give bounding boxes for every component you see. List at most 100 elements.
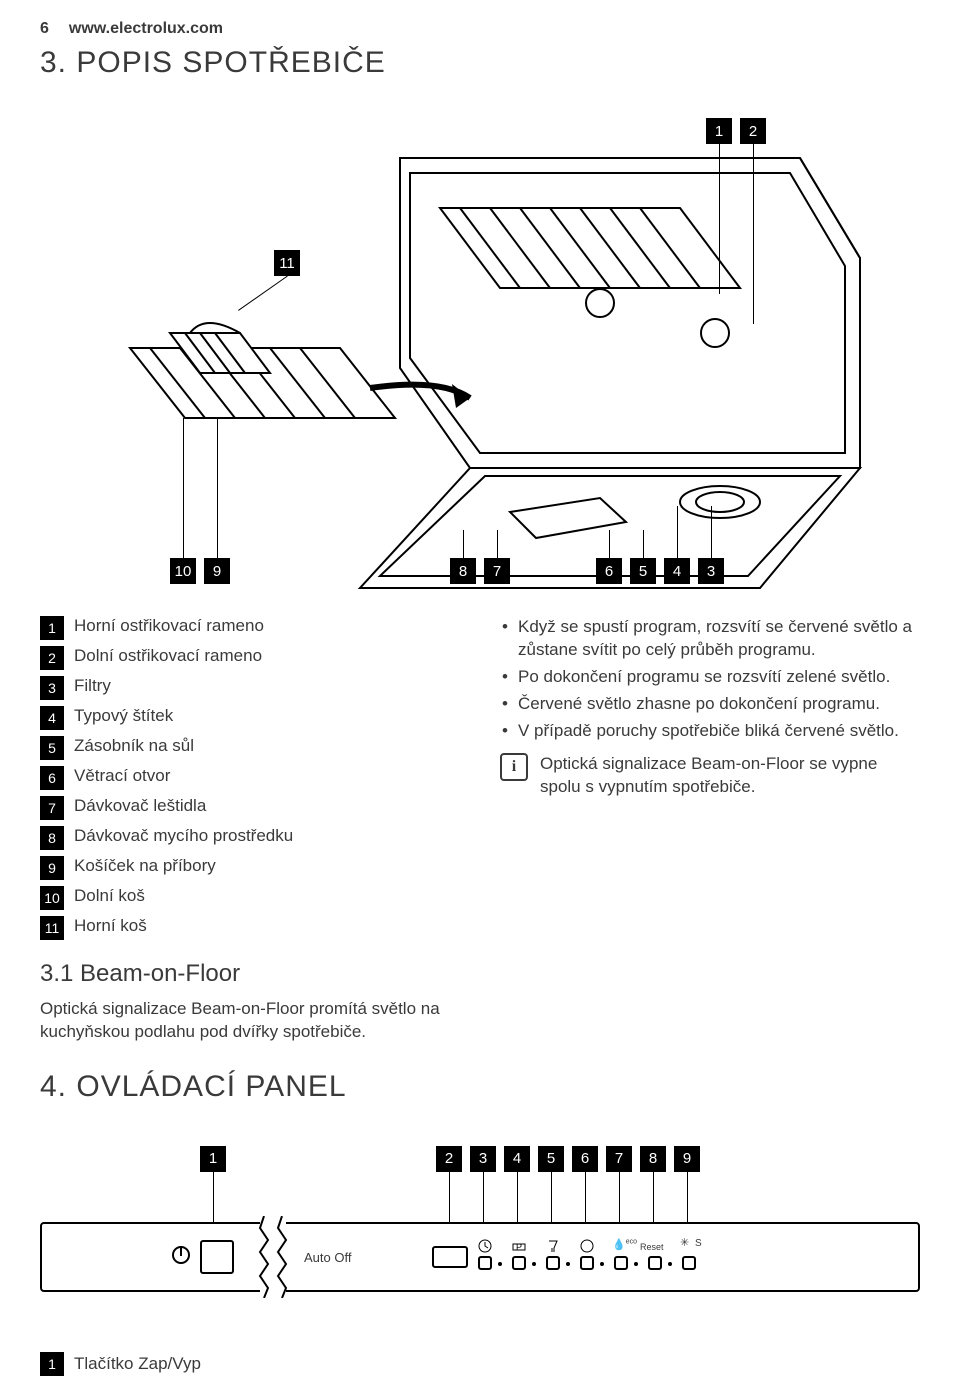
legend-num: 5: [40, 736, 64, 760]
callout-box: 9: [204, 558, 230, 584]
callout-num: 2: [445, 1150, 453, 1167]
info-note: i Optická signalizace Beam-on-Floor se v…: [500, 753, 920, 799]
clock-icon: [476, 1238, 494, 1254]
callout-num: 2: [749, 123, 757, 140]
callout-leader: [643, 530, 644, 558]
legend-item: 7Dávkovač leštidla: [40, 796, 460, 820]
program-button: [682, 1256, 696, 1270]
panel-callout: 8: [640, 1146, 666, 1172]
indicator-dot: [532, 1262, 536, 1266]
legend-column: 1Horní ostřikovací rameno 2 Dolní ostřiko…: [40, 616, 460, 1052]
callout-leader: [497, 530, 498, 558]
legend-label: Typový štítek: [74, 706, 173, 726]
legend-num: 6: [40, 766, 64, 790]
legend-num: 1: [40, 616, 64, 640]
legend-num: 2: [40, 646, 64, 670]
legend-item: 2 Dolní ostřikovací rameno: [40, 646, 460, 670]
program-button: [512, 1256, 526, 1270]
panel-callout: 4: [504, 1146, 530, 1172]
callout-num: 9: [683, 1150, 691, 1167]
callout-num: 5: [547, 1150, 555, 1167]
display-window: [432, 1246, 468, 1268]
legend-item: 8 Dávkovač mycího prostředku: [40, 826, 460, 850]
panel-callout: 5: [538, 1146, 564, 1172]
callout-leader: [753, 144, 754, 324]
section-3-columns: 1Horní ostřikovací rameno 2 Dolní ostřiko…: [40, 616, 920, 1052]
program-button: [546, 1256, 560, 1270]
svg-text:P: P: [516, 1242, 522, 1252]
callout-num: 6: [605, 563, 613, 580]
pots-icon: P: [510, 1238, 528, 1254]
program-button: [614, 1256, 628, 1270]
power-button: [200, 1240, 234, 1274]
auto-off-label: Auto Off: [304, 1250, 351, 1265]
program-button: [580, 1256, 594, 1270]
legend-item: 11Horní koš: [40, 916, 460, 940]
callout-box: 8: [450, 558, 476, 584]
callout-num: 7: [615, 1150, 623, 1167]
callout-num: 3: [707, 563, 715, 580]
callout-box: 10: [170, 558, 196, 584]
s-icon: S: [695, 1238, 702, 1249]
reset-label: Reset: [640, 1242, 664, 1252]
legend-num: 8: [40, 826, 64, 850]
indicator-dot: [634, 1262, 638, 1266]
panel-legend-item: 1 Tlačítko Zap/Vyp: [40, 1352, 920, 1376]
glass-icon: [544, 1238, 562, 1254]
callout-num: 8: [459, 563, 467, 580]
legend-num: 3: [40, 676, 64, 700]
legend-num: 10: [40, 886, 64, 910]
legend-label: Větrací otvor: [74, 766, 170, 786]
legend-label: Zásobník na sůl: [74, 736, 194, 756]
callout-box: 1: [706, 118, 732, 144]
section-3-title: 3. POPIS SPOTŘEBIČE: [40, 46, 920, 80]
legend-label: Dávkovač leštidla: [74, 796, 206, 816]
panel-callout: 1: [200, 1146, 226, 1172]
callout-box: 5: [630, 558, 656, 584]
legend-item: 1Horní ostřikovací rameno: [40, 616, 460, 640]
notes-column: Když se spustí program, rozsvítí se červ…: [500, 616, 920, 1052]
callout-leader: [183, 418, 184, 558]
dishwasher-lineart: [40, 98, 920, 598]
callout-leader: [217, 418, 218, 558]
callout-box: 6: [596, 558, 622, 584]
indicator-dot: [668, 1262, 672, 1266]
legend-num: 11: [40, 916, 64, 940]
appliance-diagram: 1 2 11 10 9 8 7 6 5 4 3: [40, 98, 920, 598]
bullet-item: Po dokončení programu se rozsvítí zelené…: [500, 666, 920, 689]
callout-num: 11: [279, 255, 295, 272]
subsection-31-text: Optická signalizace Beam-on-Floor promít…: [40, 998, 460, 1044]
callout-num: 4: [513, 1150, 521, 1167]
callout-box: 3: [698, 558, 724, 584]
page-number: 6: [40, 20, 49, 38]
legend-label: Filtry: [74, 676, 111, 696]
eco-label: eco: [626, 1238, 637, 1245]
callout-num: 1: [715, 123, 723, 140]
callout-num: 3: [479, 1150, 487, 1167]
program-button: [478, 1256, 492, 1270]
indicator-dot: [600, 1262, 604, 1266]
callout-box: 7: [484, 558, 510, 584]
legend-label: Dávkovač mycího prostředku: [74, 826, 293, 846]
legend-item: 3 Filtry: [40, 676, 460, 700]
info-icon: i: [500, 753, 528, 781]
program-button: [648, 1256, 662, 1270]
bullet-item: V případě poruchy spotřebiče bliká červe…: [500, 720, 920, 743]
bullet-item: Červené světlo zhasne po dokončení progr…: [500, 693, 920, 716]
callout-num: 5: [639, 563, 647, 580]
bullet-item: Když se spustí program, rozsvítí se červ…: [500, 616, 920, 662]
legend-num: 9: [40, 856, 64, 880]
panel-callout: 7: [606, 1146, 632, 1172]
quick-icon: [578, 1238, 596, 1254]
bullet-list: Když se spustí program, rozsvítí se červ…: [500, 616, 920, 743]
subsection-31-title: 3.1 Beam-on-Floor: [40, 960, 460, 988]
sun-icon: ✳: [680, 1236, 689, 1249]
indicator-dot: [498, 1262, 502, 1266]
legend-label: Dolní ostřikovací rameno: [74, 646, 262, 666]
callout-leader: [609, 530, 610, 558]
legend-item: 10Dolní koš: [40, 886, 460, 910]
legend-item: 9Košíček na příbory: [40, 856, 460, 880]
callout-num: 10: [175, 563, 192, 580]
callout-num: 6: [581, 1150, 589, 1167]
callout-box: 2: [740, 118, 766, 144]
